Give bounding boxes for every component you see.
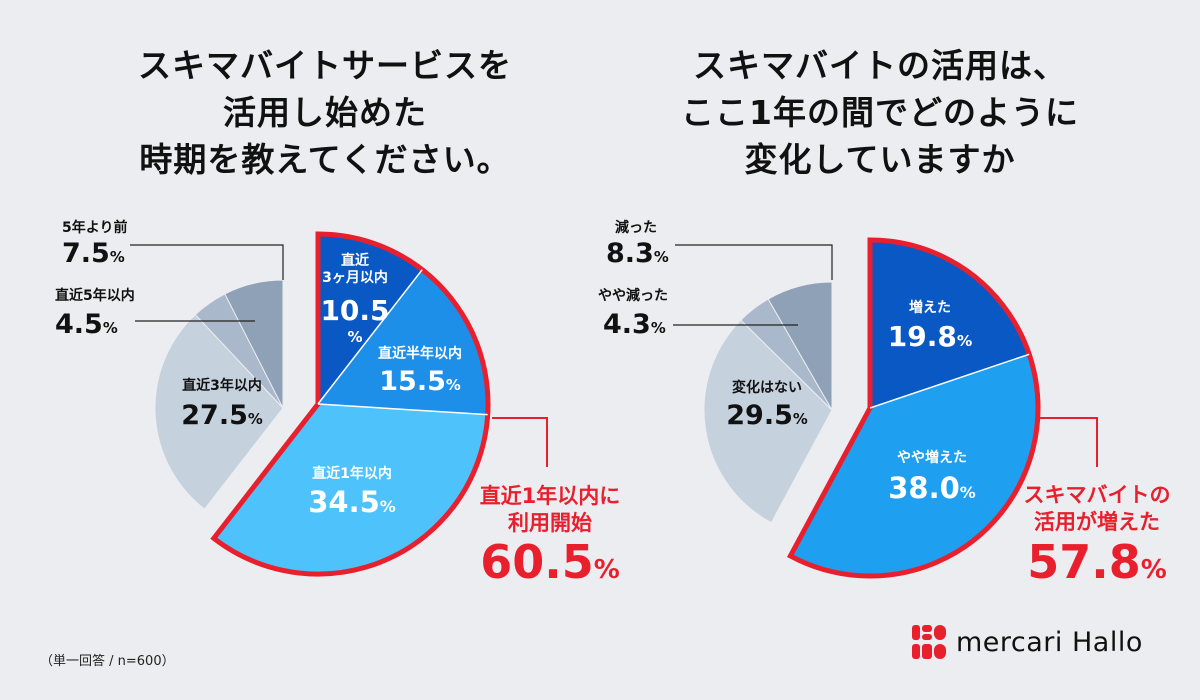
slice-half-year-value-percent: % [446,376,461,394]
slice-5years-value-percent: % [103,319,118,337]
pie-slice-slice-no-change [703,319,833,524]
callout-usage-increased-value: 57.8% [1027,535,1167,589]
slice-no-change-value-number: 29.5 [726,400,793,431]
footnote: （単一回答 / n=600） [40,654,175,669]
slice-3months-value-unit: % [347,328,362,346]
logo-text: mercari Hallo [956,626,1143,658]
callout-start-period-value: 60.5% [480,535,620,589]
slice-decreased-leader-line [675,244,833,280]
pie-slice-slice-1year [213,404,488,575]
slice-5years-label: 直近5年以内 [55,287,135,304]
slice-1year-value: 34.5% [308,485,396,519]
slice-before-5years-leader-line [130,244,284,280]
callout-usage-increased-label: 活用が増えた [1034,510,1160,534]
slice-half-year-label: 直近半年以内 [378,345,462,362]
pie-slice-slice-decreased [767,281,833,412]
title-line: 時期を教えてください。 [139,140,511,179]
title-line: スキマバイトの活用は、 [693,46,1067,85]
slice-half-year-value: 15.5% [379,366,461,397]
slice-no-change-label: 変化はない [732,379,802,396]
slice-slightly-increased-value-percent: % [960,483,976,502]
slice-3years-value: 27.5% [181,400,263,431]
callout-usage-increased-value-percent: % [1141,555,1167,585]
slice-decreased-value-number: 8.3 [606,238,654,269]
slice-slightly-increased-label: やや増えた [897,449,967,466]
slice-3years-value-number: 27.5 [181,400,248,431]
slice-3months-label: 3ヶ月以内 [322,269,388,286]
callout-start-period-value-number: 60.5 [480,535,594,589]
callout-usage-increased-leader-line [1040,417,1098,467]
slice-increased-value: 19.8% [888,320,973,353]
slice-before-5years-value: 7.5% [62,238,125,269]
title-line: 活用し始めた [223,93,427,132]
title-line: ここ1年の間でどのように [681,93,1079,132]
slice-3months-label: 直近 [341,252,369,269]
slice-divider [869,353,1030,409]
slice-3months-value: 10.5 [320,294,389,327]
slice-slightly-decreased-value-percent: % [651,319,666,337]
callout-start-period-value-percent: % [594,555,620,585]
slice-decreased-value: 8.3% [606,238,669,269]
slice-1year-value-percent: % [380,497,396,516]
slice-slightly-increased-value: 38.0% [888,471,976,505]
slice-before-5years-label: 5年より前 [62,219,127,236]
pie-slice-slice-increased [870,240,1030,408]
slice-5years-value-number: 4.5 [55,309,103,340]
title-line: スキマバイトサービスを [138,46,512,85]
slice-decreased-label: 減った [615,219,657,236]
slice-before-5years-value-percent: % [110,248,125,266]
slice-1year-label: 直近1年以内 [312,465,392,482]
slice-no-change-value: 29.5% [726,400,808,431]
chart-title-usage-change: スキマバイトの活用は、 ここ1年の間でどのように 変化していますか [600,42,1160,183]
callout-start-period-leader-line [492,417,548,467]
slice-half-year-value-number: 15.5 [379,366,446,397]
slice-slightly-increased-value-number: 38.0 [888,471,960,505]
slice-3years-value-percent: % [248,410,263,428]
highlight-outline [786,237,1041,579]
callout-usage-increased-value-number: 57.8 [1027,535,1141,589]
pie-slice-slice-3months [318,234,423,404]
callout-start-period-label: 直近1年以内に [480,484,621,508]
slice-no-change-value-percent: % [793,410,808,428]
slice-increased-value-percent: % [957,332,972,350]
highlight-outline [210,231,491,577]
slice-1year-value-number: 34.5 [308,485,380,519]
slice-3years-label: 直近3年以内 [182,377,262,394]
slice-slightly-decreased-value-number: 4.3 [603,309,651,340]
callout-usage-increased-label: スキマバイトの [1024,483,1171,507]
pie-slice-slice-3years [154,313,284,510]
mercari-hallo-logo: mercari Hallo [912,622,1143,662]
slice-decreased-value-percent: % [654,248,669,266]
slice-increased-label: 増えた [909,299,951,316]
slice-5years-value: 4.5% [55,309,118,340]
chart-title-start-period: スキマバイトサービスを 活用し始めた 時期を教えてください。 [55,42,595,183]
slice-divider [317,269,423,405]
hallo-logo-mark-icon [912,625,946,659]
slice-increased-value-number: 19.8 [888,320,957,353]
pie-slice-slice-slightly-increased [790,354,1038,577]
callout-start-period-label: 利用開始 [508,511,592,535]
slice-divider [317,403,488,416]
title-line: 変化していますか [744,140,1016,179]
slice-slightly-decreased-value: 4.3% [603,309,666,340]
slice-slightly-decreased-label: やや減った [598,287,668,304]
slice-before-5years-value-number: 7.5 [62,238,110,269]
pie-slice-slice-half-year [318,269,489,415]
